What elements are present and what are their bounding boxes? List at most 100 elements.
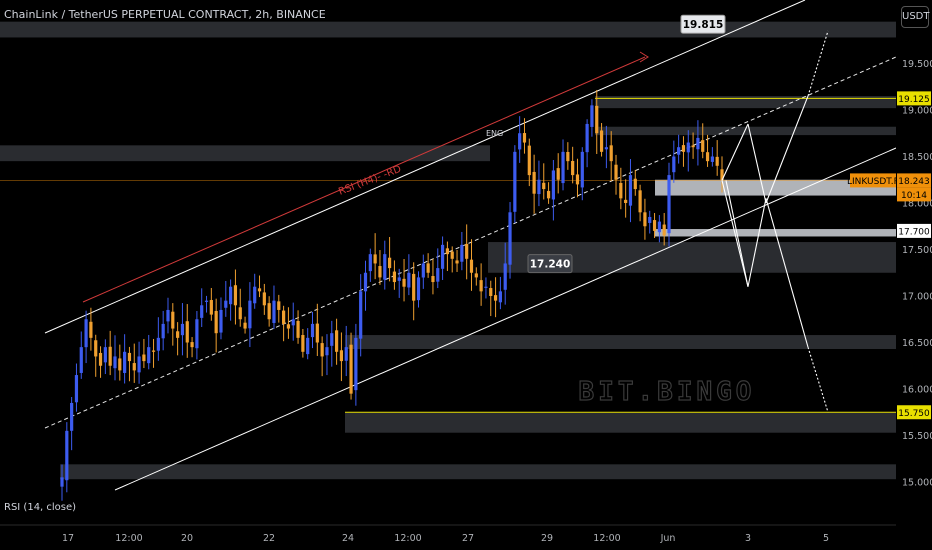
candle[interactable] [262, 283, 266, 315]
candle[interactable] [556, 153, 560, 194]
candle[interactable] [595, 89, 599, 154]
candle[interactable] [469, 239, 474, 291]
candle[interactable] [137, 341, 141, 384]
candle[interactable] [672, 140, 676, 183]
candle[interactable] [65, 422, 69, 493]
candle[interactable] [89, 307, 93, 351]
candle[interactable] [643, 198, 647, 240]
candle[interactable] [537, 160, 541, 207]
candle[interactable] [339, 332, 344, 382]
candle[interactable] [132, 343, 136, 383]
candle[interactable] [604, 125, 608, 169]
candle[interactable] [147, 334, 151, 370]
candle[interactable] [450, 246, 454, 273]
candle[interactable] [715, 140, 719, 176]
candle[interactable] [705, 134, 710, 167]
candle[interactable] [325, 334, 329, 376]
candle[interactable] [185, 304, 189, 358]
candle[interactable] [648, 210, 652, 234]
candle[interactable] [522, 118, 527, 154]
candle[interactable] [701, 123, 705, 159]
candle[interactable] [301, 328, 305, 358]
candle[interactable] [455, 250, 459, 272]
candle[interactable] [373, 233, 377, 280]
candle[interactable] [195, 310, 199, 360]
candles-layer[interactable] [60, 89, 724, 501]
candle[interactable] [306, 328, 310, 360]
candle[interactable] [296, 310, 300, 344]
candle[interactable] [176, 322, 180, 356]
candle[interactable] [527, 138, 531, 187]
candle[interactable] [229, 279, 233, 321]
candle[interactable] [171, 303, 175, 346]
candle[interactable] [243, 316, 247, 334]
candle[interactable] [677, 134, 681, 164]
candle[interactable] [397, 268, 401, 298]
candle[interactable] [113, 335, 117, 381]
candle[interactable] [599, 123, 604, 157]
candle[interactable] [330, 320, 334, 367]
candle[interactable] [94, 334, 98, 377]
candle[interactable] [416, 271, 421, 308]
candle[interactable] [118, 344, 122, 381]
candle[interactable] [363, 260, 368, 311]
candle[interactable] [253, 273, 257, 309]
candle[interactable] [542, 163, 546, 200]
candle[interactable] [686, 130, 690, 172]
candle[interactable] [349, 332, 353, 400]
candle[interactable] [238, 288, 242, 327]
candle[interactable] [667, 162, 671, 247]
candle[interactable] [277, 294, 281, 323]
candle[interactable] [710, 147, 714, 167]
candle[interactable] [214, 298, 218, 353]
price-axis[interactable]: 15.000 15.500 16.000 16.500 17.000 17.500 18.0… [896, 0, 932, 550]
candle[interactable] [70, 396, 74, 451]
candle[interactable] [315, 303, 319, 356]
candle[interactable] [571, 146, 575, 184]
candle[interactable] [127, 346, 132, 382]
candle[interactable] [354, 323, 358, 406]
candle[interactable] [696, 120, 700, 166]
candle[interactable] [566, 142, 570, 170]
candle[interactable] [633, 169, 637, 196]
candle[interactable] [392, 260, 397, 290]
candle[interactable] [103, 339, 107, 375]
candle[interactable] [166, 297, 170, 334]
candle[interactable] [590, 99, 594, 137]
candle[interactable] [320, 336, 324, 377]
candle[interactable] [614, 154, 618, 195]
candle[interactable] [498, 276, 502, 310]
candle[interactable] [561, 139, 565, 191]
candle[interactable] [310, 311, 315, 349]
candle[interactable] [638, 184, 642, 222]
candle[interactable] [98, 346, 103, 378]
candle[interactable] [344, 325, 348, 377]
candle[interactable] [282, 305, 286, 342]
candle[interactable] [291, 302, 295, 341]
candle[interactable] [267, 296, 271, 327]
candle[interactable] [431, 258, 435, 295]
candle[interactable] [286, 307, 291, 339]
candle[interactable] [657, 215, 661, 243]
candle[interactable] [359, 274, 363, 357]
candle[interactable] [161, 310, 165, 351]
candle[interactable] [407, 254, 411, 296]
candle[interactable] [79, 331, 83, 379]
time-axis[interactable]: 17 12:00 20 22 24 12:00 27 29 12:00 Jun 3 5 [0, 524, 896, 544]
candle[interactable] [108, 330, 112, 376]
candle[interactable] [151, 338, 156, 368]
candle[interactable] [628, 159, 633, 223]
candle[interactable] [489, 280, 493, 317]
candle[interactable] [624, 179, 628, 218]
candle[interactable] [518, 116, 522, 163]
candle[interactable] [426, 253, 430, 278]
candle[interactable] [412, 262, 416, 321]
candle[interactable] [378, 250, 382, 285]
candle[interactable] [436, 248, 440, 289]
candle[interactable] [532, 154, 536, 214]
candle[interactable] [503, 242, 507, 305]
candle[interactable] [460, 231, 464, 271]
candle[interactable] [74, 363, 79, 412]
candle[interactable] [209, 287, 213, 321]
